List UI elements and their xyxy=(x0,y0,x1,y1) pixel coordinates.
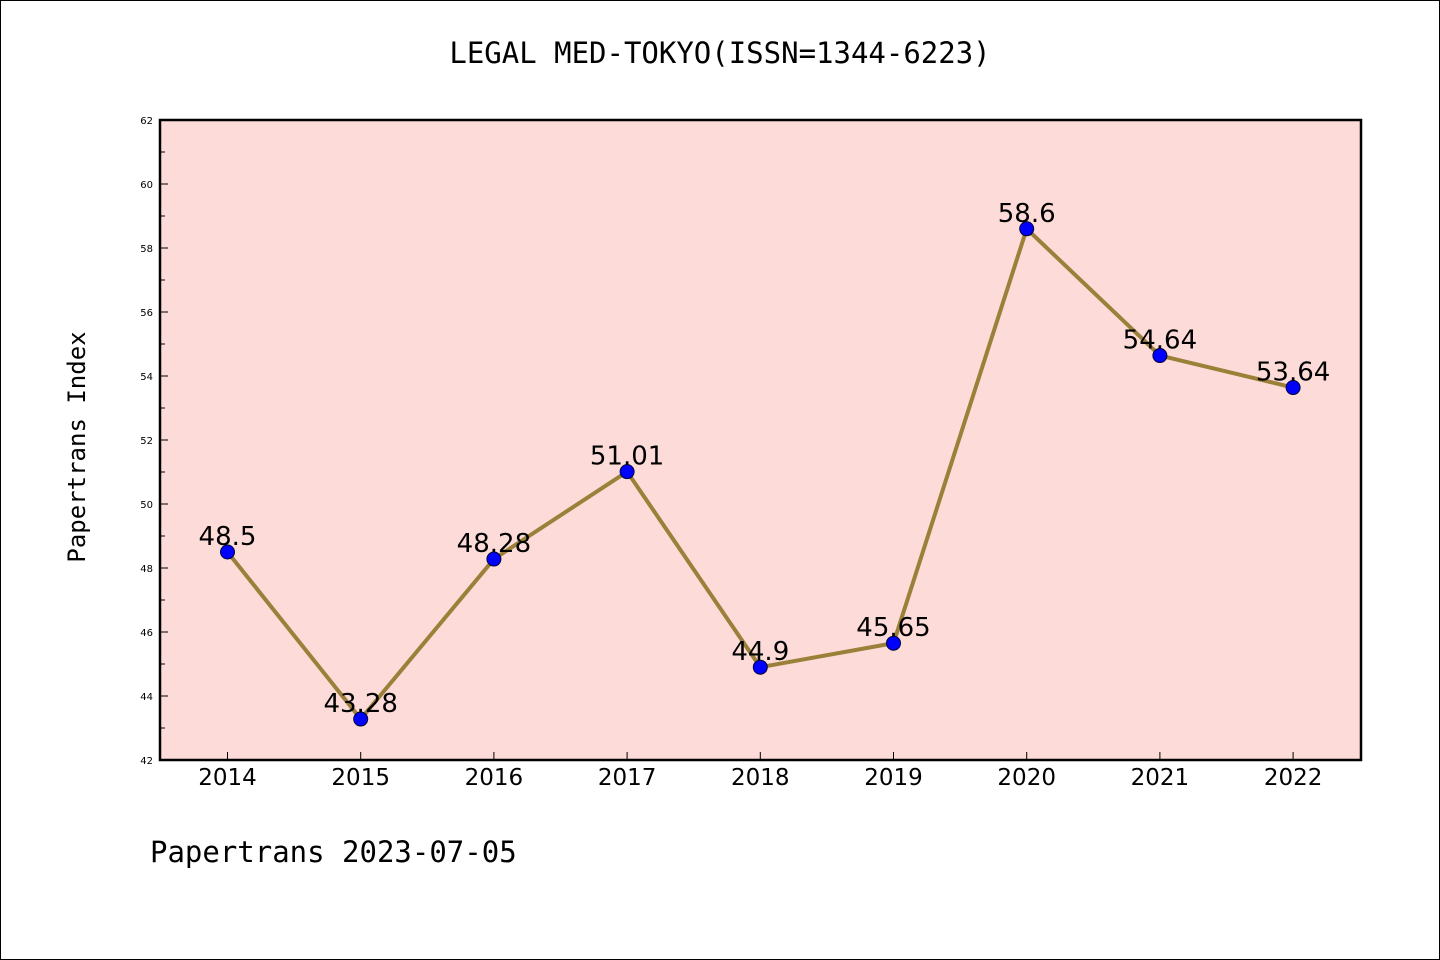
x-tick-label: 2014 xyxy=(198,765,257,791)
data-label: 48.28 xyxy=(457,529,531,559)
x-tick-label: 2016 xyxy=(465,765,524,791)
x-tick-label: 2022 xyxy=(1264,765,1323,791)
y-tick-label: 48 xyxy=(140,564,153,575)
data-label: 58.6 xyxy=(998,199,1056,229)
data-point xyxy=(220,544,235,560)
y-tick-label: 52 xyxy=(140,436,153,447)
y-tick-label: 46 xyxy=(140,628,153,639)
data-point xyxy=(1285,380,1301,396)
data-point xyxy=(886,635,901,651)
y-tick-label: 44 xyxy=(140,692,153,703)
y-tick-label: 50 xyxy=(140,500,153,511)
data-point xyxy=(486,551,502,567)
y-tick-label: 56 xyxy=(140,308,153,319)
plot-area xyxy=(160,120,1361,760)
x-tick-label: 2020 xyxy=(997,765,1056,791)
data-label: 54.64 xyxy=(1123,326,1197,356)
x-tick-label: 2015 xyxy=(331,765,390,791)
data-label: 44.9 xyxy=(731,637,789,667)
data-label: 45.65 xyxy=(856,613,930,643)
y-tick-label: 60 xyxy=(140,180,153,191)
x-tick-label: 2019 xyxy=(864,765,923,791)
chart-title: LEGAL MED-TOKYO(ISSN=1344-6223) xyxy=(449,36,991,70)
x-tick-label: 2017 xyxy=(598,765,657,791)
data-point xyxy=(619,464,635,480)
x-tick-label: 2018 xyxy=(731,765,790,791)
data-label: 51.01 xyxy=(590,442,664,472)
y-tick-label: 42 xyxy=(140,756,153,767)
x-tick-label: 2021 xyxy=(1131,765,1190,791)
y-tick-label: 62 xyxy=(140,116,153,127)
plot-border xyxy=(158,118,1363,762)
data-point xyxy=(1019,221,1035,237)
data-label: 43.28 xyxy=(323,689,397,719)
y-tick-label: 54 xyxy=(140,372,153,383)
data-point xyxy=(353,711,369,727)
data-point xyxy=(752,659,768,675)
y-tick-label: 58 xyxy=(140,244,153,255)
data-point xyxy=(1152,348,1168,364)
data-label: 53.64 xyxy=(1256,358,1330,388)
data-label: 48.5 xyxy=(199,522,257,552)
footer-date: Papertrans 2023-07-05 xyxy=(150,835,517,869)
